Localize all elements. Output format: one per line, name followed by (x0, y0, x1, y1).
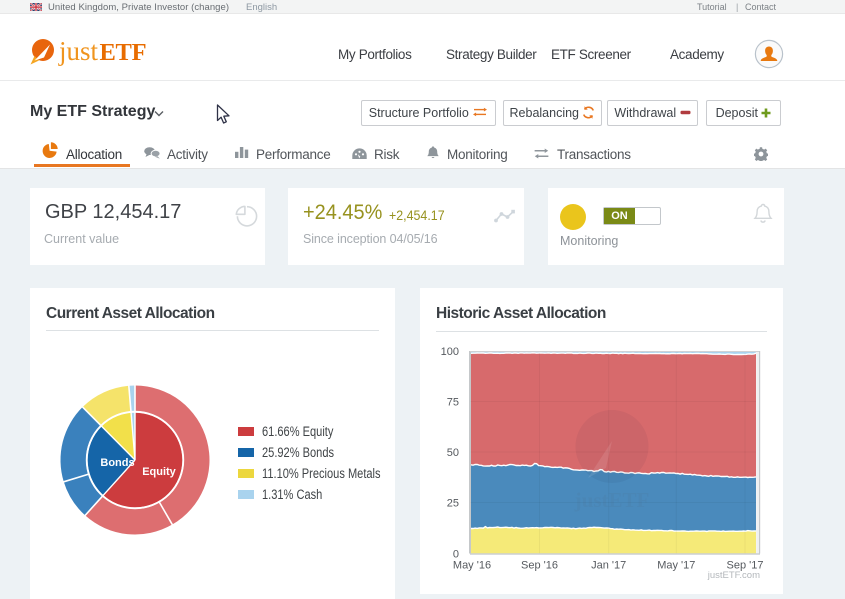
svg-text:May '17: May '17 (657, 560, 695, 572)
svg-text:May '16: May '16 (453, 560, 491, 572)
svg-text:ETF: ETF (100, 39, 147, 66)
svg-text:Sep '16: Sep '16 (521, 560, 558, 572)
svg-text:75: 75 (447, 397, 459, 409)
svg-text:Bonds: Bonds (100, 457, 134, 469)
svg-text:0: 0 (453, 549, 459, 561)
svg-text:50: 50 (447, 447, 459, 459)
svg-text:justETF.com: justETF.com (707, 570, 760, 581)
svg-text:Sep '17: Sep '17 (727, 560, 764, 572)
svg-text:Jan '17: Jan '17 (591, 560, 626, 572)
svg-text:25: 25 (447, 498, 459, 510)
svg-text:Equity: Equity (142, 466, 176, 478)
svg-text:100: 100 (441, 346, 459, 358)
svg-text:just: just (58, 36, 99, 66)
svg-text:justETF: justETF (574, 488, 650, 512)
